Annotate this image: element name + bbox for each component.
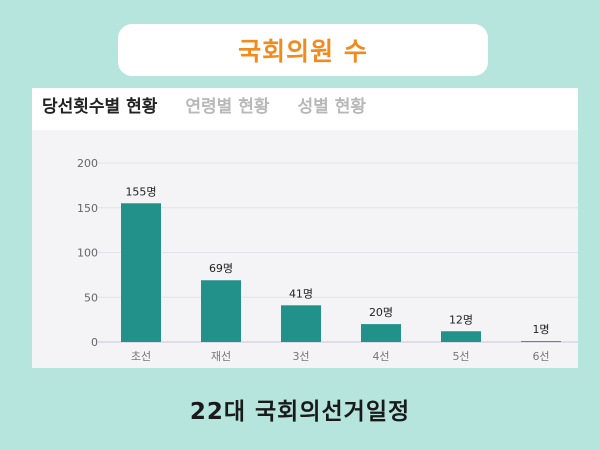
bar xyxy=(281,305,321,342)
x-tick-label: 4선 xyxy=(372,350,389,363)
page-title: 국회의원 수 xyxy=(238,37,368,66)
data-label: 155명 xyxy=(125,185,156,198)
y-tick-label: 150 xyxy=(77,202,98,215)
x-tick-label: 재선 xyxy=(211,350,231,363)
y-tick-label: 100 xyxy=(77,247,98,260)
bar xyxy=(441,331,481,342)
data-label: 12명 xyxy=(449,313,473,326)
bar xyxy=(201,280,241,342)
x-tick-label: 초선 xyxy=(131,350,151,363)
bar xyxy=(121,203,161,342)
data-label: 1명 xyxy=(532,323,549,336)
footer-caption: 22대 국회의선거일정 xyxy=(189,399,411,425)
y-tick-label: 0 xyxy=(91,336,98,349)
x-tick-label: 3선 xyxy=(292,350,309,363)
data-label: 69명 xyxy=(209,262,233,275)
bar xyxy=(521,341,561,342)
tab-by-age[interactable]: 연령별 현황 xyxy=(185,97,270,117)
data-label: 41명 xyxy=(289,287,313,300)
title-banner: 국회의원 수 xyxy=(118,24,488,76)
tab-by-gender[interactable]: 성별 현황 xyxy=(297,97,367,117)
data-label: 20명 xyxy=(369,306,393,319)
tab-by-election-count[interactable]: 당선횟수별 현황 xyxy=(42,97,158,117)
x-tick-label: 5선 xyxy=(452,350,469,363)
y-tick-label: 50 xyxy=(84,291,98,304)
y-tick-label: 200 xyxy=(77,157,98,170)
tab-bar: 당선횟수별 현황 연령별 현황 성별 현황 xyxy=(42,92,366,117)
bar xyxy=(361,324,401,342)
x-tick-label: 6선 xyxy=(532,350,549,363)
